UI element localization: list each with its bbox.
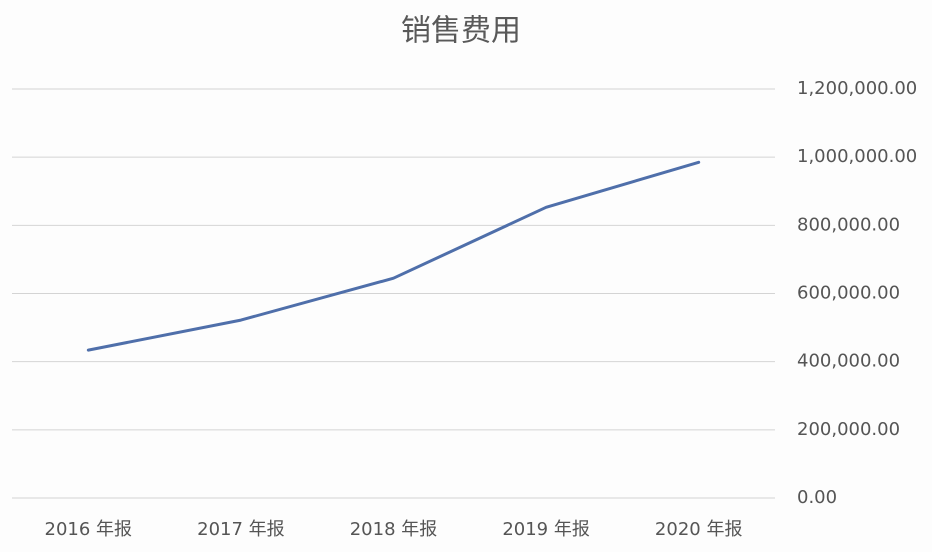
- y-tick-label: 800,000.00: [797, 214, 900, 235]
- y-tick-label: 200,000.00: [797, 419, 900, 440]
- y-tick-label: 1,200,000.00: [797, 78, 917, 99]
- x-tick-label: 2019 年报: [502, 519, 590, 540]
- x-tick-label: 2017 年报: [197, 519, 285, 540]
- y-tick-label: 1,000,000.00: [797, 146, 917, 167]
- chart-title: 销售费用: [401, 14, 521, 49]
- x-tick-label: 2018 年报: [350, 519, 438, 540]
- y-tick-label: 0.00: [797, 487, 837, 508]
- y-tick-label: 400,000.00: [797, 351, 900, 372]
- y-tick-label: 600,000.00: [797, 283, 900, 304]
- data-line: [86, 160, 701, 352]
- x-tick-label: 2020 年报: [655, 519, 743, 540]
- x-tick-label: 2016 年报: [45, 519, 133, 540]
